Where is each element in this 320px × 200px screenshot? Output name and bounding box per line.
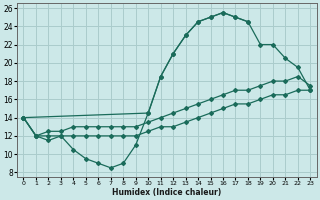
X-axis label: Humidex (Indice chaleur): Humidex (Indice chaleur) xyxy=(112,188,221,197)
